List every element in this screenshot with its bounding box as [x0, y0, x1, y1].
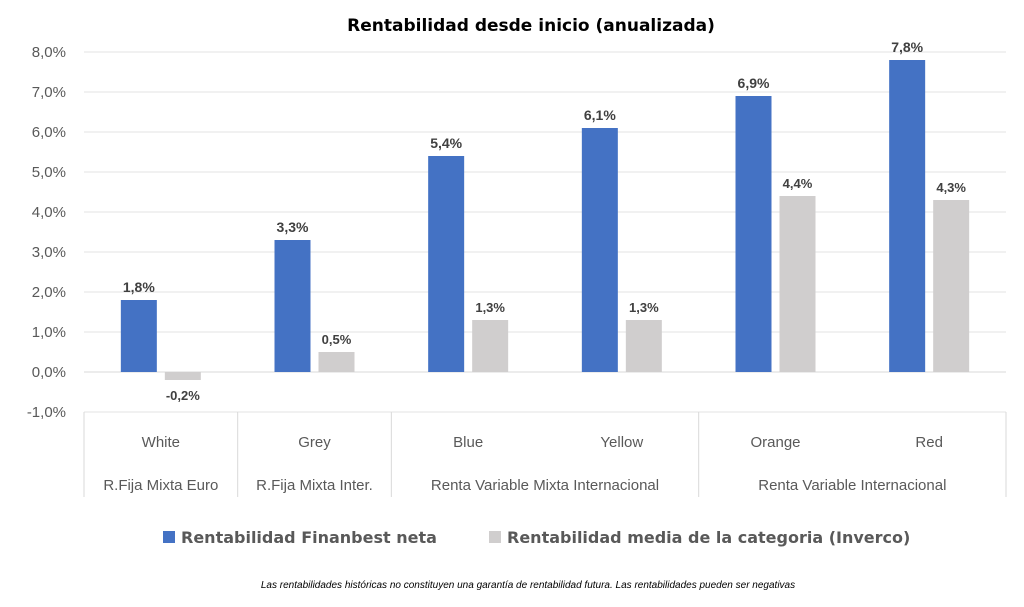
y-tick-label: 4,0%: [32, 204, 66, 221]
category-group-label: Renta Variable Mixta Internacional: [431, 477, 659, 494]
y-tick-label: -1,0%: [27, 404, 66, 421]
y-tick-label: 0,0%: [32, 364, 66, 381]
category-group-label: R.Fija Mixta Inter.: [256, 477, 373, 494]
y-tick-label: 5,0%: [32, 164, 66, 181]
data-label: 7,8%: [891, 39, 923, 55]
data-label: 0,5%: [322, 332, 352, 347]
bar-finanbest-yellow: [581, 128, 618, 372]
data-label: 6,9%: [738, 75, 770, 91]
bar-finanbest-blue: [428, 156, 465, 372]
data-label: 4,3%: [936, 180, 966, 195]
x-tick-label: White: [142, 434, 180, 451]
x-tick-label: Orange: [750, 434, 800, 451]
data-label: -0,2%: [166, 388, 200, 403]
bar-inverco-red: [933, 200, 970, 372]
y-tick-label: 8,0%: [32, 44, 66, 61]
legend-label: Rentabilidad Finanbest neta: [181, 528, 437, 547]
bar-finanbest-red: [889, 60, 926, 372]
data-label: 4,4%: [783, 176, 813, 191]
y-tick-label: 2,0%: [32, 284, 66, 301]
data-label: 5,4%: [430, 135, 462, 151]
legend-label: Rentabilidad media de la categoria (Inve…: [507, 528, 910, 547]
bar-finanbest-white: [120, 300, 157, 372]
data-label: 3,3%: [277, 219, 309, 235]
bar-inverco-grey: [318, 352, 355, 372]
x-tick-label: Red: [915, 434, 943, 451]
x-tick-label: Blue: [453, 434, 483, 451]
bar-inverco-blue: [472, 320, 509, 372]
legend-swatch: [489, 531, 501, 543]
category-group-label: R.Fija Mixta Euro: [103, 477, 218, 494]
x-tick-label: Grey: [298, 434, 331, 451]
bar-inverco-yellow: [625, 320, 662, 372]
data-label: 1,3%: [475, 300, 505, 315]
data-label: 6,1%: [584, 107, 616, 123]
chart-title: Rentabilidad desde inicio (anualizada): [347, 16, 715, 36]
data-label: 1,8%: [123, 279, 155, 295]
y-tick-label: 3,0%: [32, 244, 66, 261]
bar-inverco-white: [164, 372, 201, 380]
category-group-label: Renta Variable Internacional: [758, 477, 946, 494]
legend-swatch: [163, 531, 175, 543]
bar-finanbest-orange: [735, 96, 772, 372]
y-tick-label: 1,0%: [32, 324, 66, 341]
bar-inverco-orange: [779, 196, 816, 372]
footnote: Las rentabilidades históricas no constit…: [261, 580, 795, 591]
y-tick-label: 7,0%: [32, 84, 66, 101]
x-tick-label: Yellow: [600, 434, 643, 451]
y-tick-label: 6,0%: [32, 124, 66, 141]
bar-finanbest-grey: [274, 240, 311, 372]
data-label: 1,3%: [629, 300, 659, 315]
